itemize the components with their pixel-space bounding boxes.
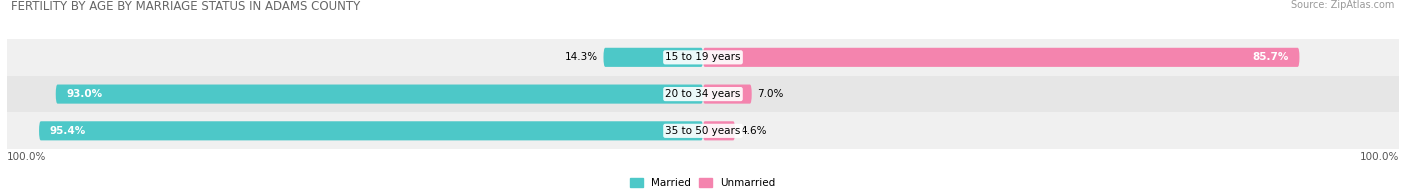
Text: 15 to 19 years: 15 to 19 years: [665, 52, 741, 62]
FancyBboxPatch shape: [39, 121, 703, 140]
Text: 85.7%: 85.7%: [1253, 52, 1289, 62]
Bar: [7, 39, 1399, 76]
FancyBboxPatch shape: [703, 84, 752, 104]
Text: 95.4%: 95.4%: [49, 126, 86, 136]
Text: FERTILITY BY AGE BY MARRIAGE STATUS IN ADAMS COUNTY: FERTILITY BY AGE BY MARRIAGE STATUS IN A…: [11, 0, 360, 13]
FancyBboxPatch shape: [56, 84, 703, 104]
FancyBboxPatch shape: [703, 48, 1299, 67]
Text: 100.0%: 100.0%: [7, 152, 46, 162]
Text: 14.3%: 14.3%: [565, 52, 598, 62]
Text: 7.0%: 7.0%: [758, 89, 783, 99]
Text: 93.0%: 93.0%: [66, 89, 103, 99]
Bar: [7, 113, 1399, 149]
Text: 20 to 34 years: 20 to 34 years: [665, 89, 741, 99]
Bar: [7, 76, 1399, 113]
Text: 4.6%: 4.6%: [741, 126, 768, 136]
Text: 35 to 50 years: 35 to 50 years: [665, 126, 741, 136]
FancyBboxPatch shape: [603, 48, 703, 67]
Text: 100.0%: 100.0%: [1360, 152, 1399, 162]
Text: Source: ZipAtlas.com: Source: ZipAtlas.com: [1291, 0, 1395, 10]
Legend: Married, Unmarried: Married, Unmarried: [626, 174, 780, 192]
FancyBboxPatch shape: [703, 121, 735, 140]
